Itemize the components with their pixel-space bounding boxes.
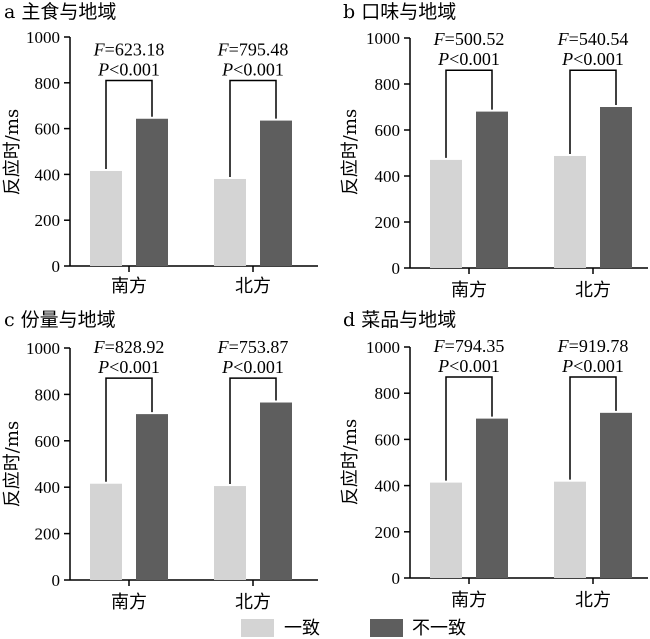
y-tick-label: 200 xyxy=(35,525,61,544)
significance-bracket xyxy=(105,79,153,169)
significance-bracket xyxy=(229,377,277,485)
x-category-label: 南方 xyxy=(111,276,147,297)
y-tick-label: 1000 xyxy=(26,28,60,47)
p-value: P<0.001 xyxy=(97,357,160,377)
y-tick-label: 400 xyxy=(35,165,61,184)
y-tick-label: 0 xyxy=(52,571,61,590)
legend-label-consistent: 一致 xyxy=(284,618,320,639)
p-value: P<0.001 xyxy=(221,60,284,80)
y-tick-label: 600 xyxy=(375,121,401,140)
y-tick-label: 1000 xyxy=(366,338,400,357)
panel-title: c 份量与地域 xyxy=(4,309,116,331)
bar-consistent xyxy=(214,486,246,580)
bar-consistent xyxy=(430,482,462,578)
x-category-label: 南方 xyxy=(451,590,487,611)
f-statistic: F=795.48 xyxy=(217,40,289,60)
f-statistic: F=623.18 xyxy=(93,40,165,60)
y-tick-label: 1000 xyxy=(26,339,60,358)
y-tick-label: 1000 xyxy=(366,29,400,48)
bar-inconsistent xyxy=(136,118,168,267)
bar-inconsistent xyxy=(260,120,292,267)
y-tick-label: 600 xyxy=(375,430,401,449)
y-tick-label: 0 xyxy=(392,259,401,278)
bar-consistent xyxy=(90,170,122,266)
y-tick-label: 200 xyxy=(375,213,401,232)
p-value: P<0.001 xyxy=(561,356,624,376)
f-statistic: F=753.87 xyxy=(217,337,289,357)
bar-consistent xyxy=(214,178,246,266)
significance-bracket xyxy=(105,377,153,482)
y-axis-label: 反应时/ms xyxy=(2,421,23,507)
p-value: P<0.001 xyxy=(437,356,500,376)
legend-swatch-consistent xyxy=(241,619,274,637)
y-tick-label: 200 xyxy=(375,523,401,542)
bar-inconsistent xyxy=(476,418,508,578)
bar-consistent xyxy=(430,159,462,268)
f-statistic: F=828.92 xyxy=(93,337,165,357)
bar-inconsistent xyxy=(136,414,168,580)
p-value: P<0.001 xyxy=(437,49,500,69)
bar-consistent xyxy=(554,481,586,578)
f-statistic: F=500.52 xyxy=(433,29,505,49)
y-tick-label: 800 xyxy=(375,75,401,94)
y-tick-label: 600 xyxy=(35,432,61,451)
panel-title: d 菜品与地域 xyxy=(343,309,456,331)
significance-bracket xyxy=(445,69,493,158)
bar-consistent xyxy=(90,483,122,580)
y-tick-label: 800 xyxy=(375,384,401,403)
bar-inconsistent xyxy=(600,107,632,268)
bar-inconsistent xyxy=(476,111,508,268)
x-category-label: 南方 xyxy=(451,280,487,301)
x-category-label: 南方 xyxy=(111,592,147,613)
significance-bracket xyxy=(569,69,617,154)
f-statistic: F=794.35 xyxy=(433,336,505,356)
y-tick-label: 0 xyxy=(52,257,61,276)
y-tick-label: 400 xyxy=(375,477,401,496)
y-tick-label: 800 xyxy=(35,74,61,93)
legend-label-inconsistent: 不一致 xyxy=(412,618,466,639)
y-tick-label: 400 xyxy=(35,478,61,497)
y-tick-label: 0 xyxy=(392,569,401,588)
x-category-label: 北方 xyxy=(575,590,611,611)
f-statistic: F=540.54 xyxy=(557,29,629,49)
x-category-label: 北方 xyxy=(235,276,271,297)
significance-bracket xyxy=(445,376,493,481)
p-value: P<0.001 xyxy=(561,49,624,69)
bar-consistent xyxy=(554,155,586,268)
y-axis-label: 反应时/ms xyxy=(2,109,23,195)
x-category-label: 北方 xyxy=(575,280,611,301)
y-tick-label: 400 xyxy=(375,167,401,186)
y-axis-label: 反应时/ms xyxy=(340,109,361,195)
significance-bracket xyxy=(569,376,617,480)
y-axis-label: 反应时/ms xyxy=(340,419,361,505)
bar-inconsistent xyxy=(260,402,292,580)
x-category-label: 北方 xyxy=(235,592,271,613)
p-value: P<0.001 xyxy=(97,60,160,80)
f-statistic: F=919.78 xyxy=(557,336,629,356)
significance-bracket xyxy=(229,79,277,177)
y-tick-label: 800 xyxy=(35,385,61,404)
legend-swatch-inconsistent xyxy=(370,619,403,637)
panel-title: a 主食与地域 xyxy=(4,1,116,23)
panel-title: b 口味与地域 xyxy=(343,1,456,23)
y-tick-label: 200 xyxy=(35,211,61,230)
p-value: P<0.001 xyxy=(221,357,284,377)
legend: 一致 不一致 xyxy=(241,618,466,639)
y-tick-label: 600 xyxy=(35,120,61,139)
bar-inconsistent xyxy=(600,412,632,578)
